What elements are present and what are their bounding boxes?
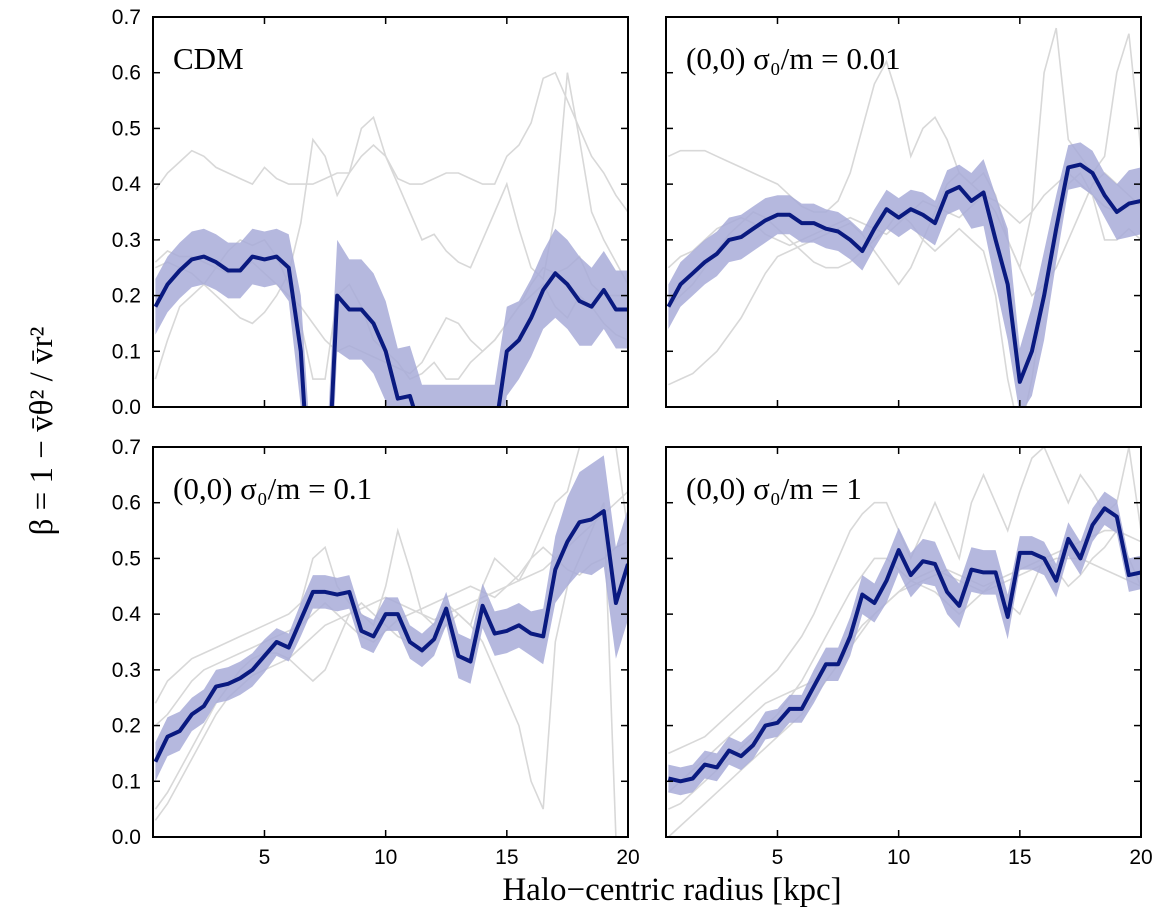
scatter-band (668, 491, 1141, 796)
y-tick-label: 0.2 (112, 285, 141, 308)
x-tick-label: 20 (1129, 846, 1152, 869)
y-tick-label: 0.0 (112, 396, 141, 419)
x-tick-label: 15 (495, 846, 518, 869)
x-tick-label: 5 (259, 846, 271, 869)
individual-halo-line (667, 557, 1141, 837)
plot-area (666, 27, 1141, 407)
x-tick-label: 10 (374, 846, 397, 869)
panel-cdm: 0.0 0.1 0.2 0.3 0.4 0.5 0.6 0.7 CDM (112, 6, 629, 419)
axes-frame (665, 16, 1142, 408)
axes-frame (152, 446, 629, 838)
y-tick-label: 0.6 (112, 62, 141, 85)
scatter-band (155, 228, 628, 407)
scatter-band (668, 142, 1141, 407)
panel-label: (0,0) σ₀/m = 0.1 (173, 471, 372, 506)
y-tick-label: 0.5 (112, 117, 141, 140)
x-tick-label: 10 (887, 846, 910, 869)
y-tick-label: 0.0 (112, 826, 141, 849)
y-tick-label: 0.3 (112, 229, 141, 252)
mean-line (667, 506, 1141, 784)
panel-label: (0,0) σ₀/m = 0.01 (686, 41, 901, 76)
y-tick-label: 0.5 (112, 547, 141, 570)
individual-halo-line (154, 447, 628, 704)
mean-line (666, 162, 1141, 384)
panel-label: CDM (173, 41, 244, 76)
individual-halo-line (668, 27, 1141, 271)
x-tick-label: 15 (1008, 846, 1031, 869)
plot-area (153, 71, 628, 407)
y-tick-label: 0.1 (112, 340, 141, 363)
y-tick-label: 0.2 (112, 715, 141, 738)
mean-line (153, 509, 628, 763)
individual-halo-line (154, 71, 628, 213)
y-tick-label: 0.4 (112, 603, 142, 626)
y-tick-label: 0.7 (112, 6, 141, 29)
y-tick-label: 0.6 (112, 492, 141, 515)
panel-sidm-01: 0.0 0.1 0.2 0.3 0.4 0.5 0.6 0.7 5 10 15 20 (0,0) σ₀/… (112, 436, 640, 869)
axes-frame (152, 16, 629, 408)
y-tick-label: 0.3 (112, 659, 141, 682)
y-tick-label: 0.7 (112, 436, 141, 459)
mean-line (153, 254, 628, 407)
plot-area (667, 447, 1141, 837)
x-axis-label: Halo−centric radius [kpc] (502, 872, 841, 908)
panel-label: (0,0) σ₀/m = 1 (686, 471, 862, 506)
axes-frame (665, 446, 1142, 838)
individual-halo-line (668, 171, 1141, 386)
y-tick-label: 0.1 (112, 770, 141, 793)
panel-sidm-1: 5 10 15 20 (0,0) σ₀/m = 1 (665, 446, 1153, 869)
x-tick-label: 20 (616, 846, 639, 869)
y-tick-label: 0.4 (112, 173, 142, 196)
scatter-band (155, 455, 628, 782)
plot-area (153, 447, 628, 837)
panel-sidm-001: (0,0) σ₀/m = 0.01 (665, 16, 1142, 408)
y-axis-label: β = 1 − v̄θ² / v̄r² (24, 327, 60, 536)
x-tick-label: 5 (772, 846, 784, 869)
